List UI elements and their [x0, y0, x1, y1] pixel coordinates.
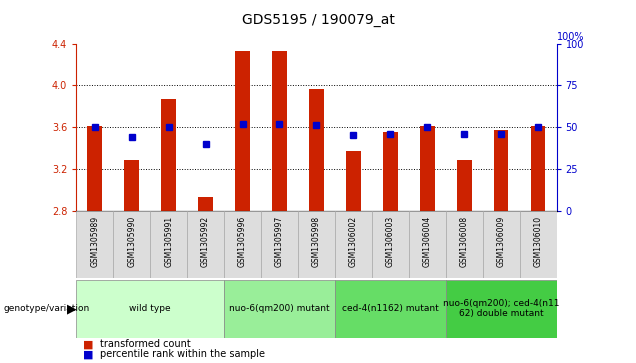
Bar	[125, 160, 139, 211]
Text: GSM1305992: GSM1305992	[201, 216, 210, 267]
Text: percentile rank within the sample: percentile rank within the sample	[100, 349, 265, 359]
Bar	[530, 126, 546, 211]
Bar	[383, 132, 398, 211]
Bar	[298, 211, 335, 278]
Text: ced-4(n1162) mutant: ced-4(n1162) mutant	[342, 304, 439, 313]
Bar	[420, 126, 434, 211]
Bar	[457, 160, 471, 211]
Bar	[409, 211, 446, 278]
Bar	[272, 51, 287, 211]
Bar	[494, 130, 509, 211]
Text: GSM1306004: GSM1306004	[423, 216, 432, 267]
Bar	[224, 211, 261, 278]
Text: ■: ■	[83, 339, 93, 349]
Bar	[309, 90, 324, 211]
Bar	[198, 197, 213, 211]
Bar	[261, 211, 298, 278]
Text: GSM1305998: GSM1305998	[312, 216, 321, 267]
Text: transformed count: transformed count	[100, 339, 191, 349]
Bar	[335, 280, 446, 338]
Bar	[113, 211, 150, 278]
Text: GSM1306010: GSM1306010	[534, 216, 543, 267]
Bar	[235, 51, 250, 211]
Text: GSM1306002: GSM1306002	[349, 216, 358, 267]
Bar	[335, 211, 372, 278]
Text: genotype/variation: genotype/variation	[3, 304, 90, 313]
Text: GSM1305996: GSM1305996	[238, 216, 247, 267]
Text: GSM1306008: GSM1306008	[460, 216, 469, 267]
Text: ▶: ▶	[67, 302, 76, 315]
Text: nuo-6(qm200); ced-4(n11
62) double mutant: nuo-6(qm200); ced-4(n11 62) double mutan…	[443, 299, 559, 318]
Bar	[87, 126, 102, 211]
Bar	[76, 280, 224, 338]
Text: GSM1305997: GSM1305997	[275, 216, 284, 267]
Bar	[224, 280, 335, 338]
Bar	[162, 99, 176, 211]
Text: GSM1305991: GSM1305991	[164, 216, 173, 267]
Bar	[446, 211, 483, 278]
Bar	[187, 211, 224, 278]
Text: GSM1305989: GSM1305989	[90, 216, 99, 267]
Text: 100%: 100%	[556, 32, 584, 42]
Text: GSM1306003: GSM1306003	[386, 216, 395, 267]
Text: wild type: wild type	[129, 304, 171, 313]
Bar	[346, 151, 361, 211]
Text: GDS5195 / 190079_at: GDS5195 / 190079_at	[242, 13, 394, 27]
Bar	[150, 211, 187, 278]
Bar	[520, 211, 556, 278]
Bar	[483, 211, 520, 278]
Text: ■: ■	[83, 349, 93, 359]
Bar	[76, 211, 113, 278]
Text: GSM1305990: GSM1305990	[127, 216, 136, 267]
Text: nuo-6(qm200) mutant: nuo-6(qm200) mutant	[229, 304, 330, 313]
Bar	[446, 280, 556, 338]
Text: GSM1306009: GSM1306009	[497, 216, 506, 267]
Bar	[372, 211, 409, 278]
